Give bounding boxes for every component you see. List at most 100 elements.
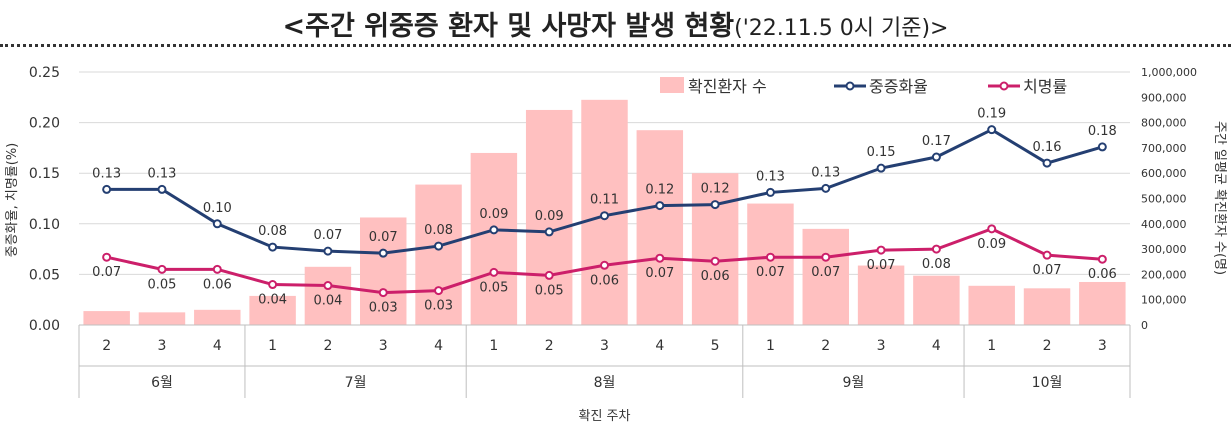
week-tick-label: 2: [102, 338, 111, 354]
week-tick-label: 1: [766, 338, 775, 354]
bar-confirmed: [525, 109, 573, 325]
fatality-rate-data-label: 0.07: [92, 265, 121, 280]
week-tick-label: 1: [489, 338, 498, 354]
right-tick-label: 500,000: [1141, 193, 1187, 206]
legend-label-confirmed: 확진환자 수: [688, 77, 767, 96]
bar-confirmed: [470, 152, 518, 325]
week-tick-label: 3: [158, 338, 167, 354]
right-tick-label: 1,000,000: [1141, 66, 1197, 79]
point-fatality-rate: [102, 252, 112, 262]
point-fatality-rate: [378, 288, 388, 298]
month-tick-label: 6월: [151, 375, 173, 391]
fatality-rate-data-label: 0.06: [590, 273, 619, 288]
legend-swatch-bar: [660, 77, 684, 93]
severe-rate-data-label: 0.17: [922, 134, 951, 149]
fatality-rate-data-label: 0.07: [756, 265, 785, 280]
title-sub: ('22.11.5 0시 기준)>: [734, 16, 949, 41]
week-tick-label: 3: [877, 338, 886, 354]
severe-rate-data-label: 0.19: [977, 107, 1006, 122]
severe-rate-data-label: 0.11: [590, 193, 619, 208]
severe-rate-data-label: 0.13: [92, 166, 121, 181]
point-severe-rate: [600, 211, 609, 221]
bar-confirmed: [913, 275, 960, 325]
fatality-rate-data-label: 0.06: [701, 269, 730, 284]
fatality-rate-data-label: 0.06: [1088, 267, 1117, 282]
right-tick-label: 900,000: [1141, 91, 1187, 104]
right-tick-label: 700,000: [1141, 142, 1187, 155]
left-axis-title: 중증화율, 치명률(%): [5, 143, 20, 257]
point-fatality-rate: [323, 281, 333, 291]
point-severe-rate: [434, 241, 444, 251]
month-tick-label: 8월: [594, 375, 616, 391]
week-tick-label: 4: [213, 338, 222, 354]
left-tick-label: 0.05: [29, 267, 60, 283]
fatality-rate-data-label: 0.07: [811, 265, 840, 280]
week-tick-label: 4: [655, 338, 664, 354]
week-tick-label: 1: [268, 338, 277, 354]
severe-rate-data-label: 0.12: [701, 182, 730, 197]
month-tick-label: 9월: [843, 375, 865, 391]
severe-rate-data-label: 0.07: [369, 230, 398, 245]
point-fatality-rate: [710, 256, 720, 266]
right-tick-label: 0: [1141, 319, 1148, 332]
fatality-rate-data-label: 0.03: [424, 299, 453, 314]
point-severe-rate: [765, 187, 775, 197]
right-tick-label: 400,000: [1141, 218, 1187, 231]
bar-confirmed: [1079, 281, 1126, 325]
point-fatality-rate: [434, 286, 444, 296]
severe-rate-data-label: 0.08: [424, 223, 453, 238]
point-fatality-rate: [1042, 250, 1052, 260]
week-tick-label: 3: [600, 338, 609, 354]
point-severe-rate: [323, 246, 333, 256]
left-tick-label: 0.00: [29, 318, 60, 334]
fatality-rate-data-label: 0.05: [147, 277, 176, 292]
month-tick-label: 10월: [1032, 375, 1063, 391]
point-severe-rate: [821, 183, 831, 193]
point-severe-rate: [102, 184, 112, 194]
point-fatality-rate: [931, 244, 941, 254]
bar-confirmed: [802, 228, 849, 325]
fatality-rate-data-label: 0.04: [258, 293, 287, 308]
point-fatality-rate: [987, 224, 997, 234]
severe-rate-data-label: 0.15: [867, 145, 896, 160]
bar-confirmed: [304, 266, 352, 325]
severe-rate-data-label: 0.13: [147, 166, 176, 181]
week-tick-label: 2: [323, 338, 332, 354]
fatality-rate-data-label: 0.05: [535, 283, 564, 298]
point-severe-rate: [268, 242, 278, 252]
bar-confirmed: [138, 312, 186, 325]
title-main: <주간 위중증 환자 및 사망자 발생 현황: [282, 11, 735, 42]
right-tick-label: 600,000: [1141, 167, 1187, 180]
point-severe-rate: [212, 219, 222, 229]
week-tick-label: 4: [434, 338, 443, 354]
week-tick-label: 5: [711, 338, 720, 354]
fatality-rate-data-label: 0.07: [1033, 263, 1062, 278]
left-tick-label: 0.10: [29, 217, 60, 233]
point-severe-rate: [378, 248, 388, 258]
fatality-rate-data-label: 0.08: [922, 257, 951, 272]
point-fatality-rate: [489, 267, 499, 277]
week-tick-label: 3: [1098, 338, 1107, 354]
severe-rate-data-label: 0.12: [645, 183, 674, 198]
bar-confirmed: [968, 285, 1015, 325]
point-fatality-rate: [655, 253, 665, 263]
severe-rate-data-label: 0.18: [1088, 124, 1117, 139]
bar-confirmed: [857, 265, 905, 325]
point-fatality-rate: [1097, 254, 1107, 264]
bar-confirmed: [415, 184, 462, 325]
point-severe-rate: [157, 184, 167, 194]
fatality-rate-data-label: 0.07: [645, 266, 674, 281]
week-tick-label: 4: [932, 338, 941, 354]
severe-rate-data-label: 0.10: [203, 201, 232, 216]
fatality-rate-data-label: 0.05: [479, 280, 508, 295]
point-severe-rate: [1097, 142, 1107, 152]
severe-rate-data-label: 0.07: [313, 228, 342, 243]
left-tick-label: 0.25: [29, 65, 60, 81]
legend-label-severe: 중증화율: [869, 77, 928, 96]
point-severe-rate: [1042, 158, 1052, 168]
chart-title: <주간 위중증 환자 및 사망자 발생 현황('22.11.5 0시 기준)>: [0, 4, 1231, 43]
week-tick-label: 1: [987, 338, 996, 354]
point-severe-rate: [655, 201, 665, 211]
legend-label-fatality: 치명률: [1023, 77, 1067, 96]
week-tick-label: 2: [545, 338, 554, 354]
